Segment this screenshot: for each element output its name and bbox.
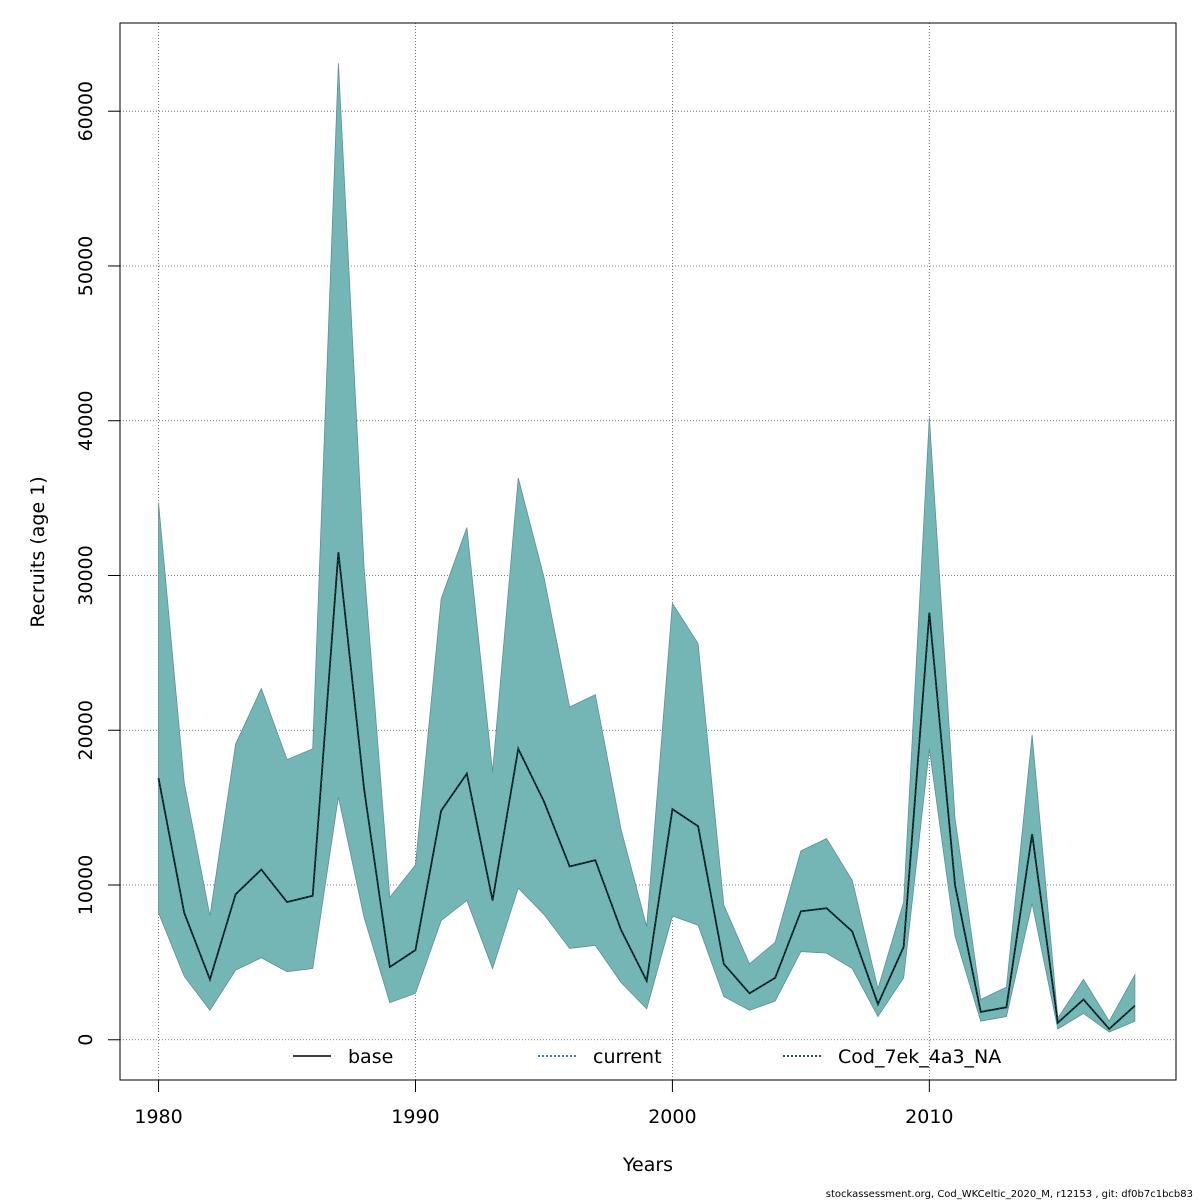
y-tick-label: 40000 — [75, 391, 97, 451]
legend-label-1: base — [348, 1046, 393, 1068]
y-axis-title: Recruits (age 1) — [27, 476, 49, 627]
y-axis: 0 10000 20000 30000 40000 50000 60000 — [75, 81, 121, 1046]
x-tick-label: 1980 — [134, 1106, 182, 1128]
y-tick-label: 30000 — [75, 545, 97, 605]
y-tick-label: 20000 — [75, 700, 97, 760]
y-tick-label: 0 — [75, 1034, 97, 1046]
y-tick-label: 10000 — [75, 855, 97, 915]
x-axis: 1980 1990 2000 2010 — [134, 1079, 954, 1128]
x-tick-label: 1990 — [391, 1106, 439, 1128]
legend-label-3: Cod_7ek_4a3_NA — [838, 1046, 1001, 1068]
legend-label-2: current — [593, 1046, 662, 1068]
series-lines — [157, 552, 1136, 1031]
x-axis-title: Years — [622, 1154, 673, 1176]
footer-credit: stockassessment.org, Cod_WKCeltic_2020_M… — [826, 1189, 1193, 1200]
y-tick-label: 50000 — [75, 236, 97, 296]
series-line-1 — [157, 552, 1136, 1031]
x-tick-label: 2010 — [905, 1106, 953, 1128]
confidence-band — [158, 63, 1136, 1033]
x-tick-label: 2000 — [648, 1106, 696, 1128]
legend: base current Cod_7ek_4a3_NA — [293, 1046, 1001, 1068]
y-tick-label: 60000 — [75, 81, 97, 141]
